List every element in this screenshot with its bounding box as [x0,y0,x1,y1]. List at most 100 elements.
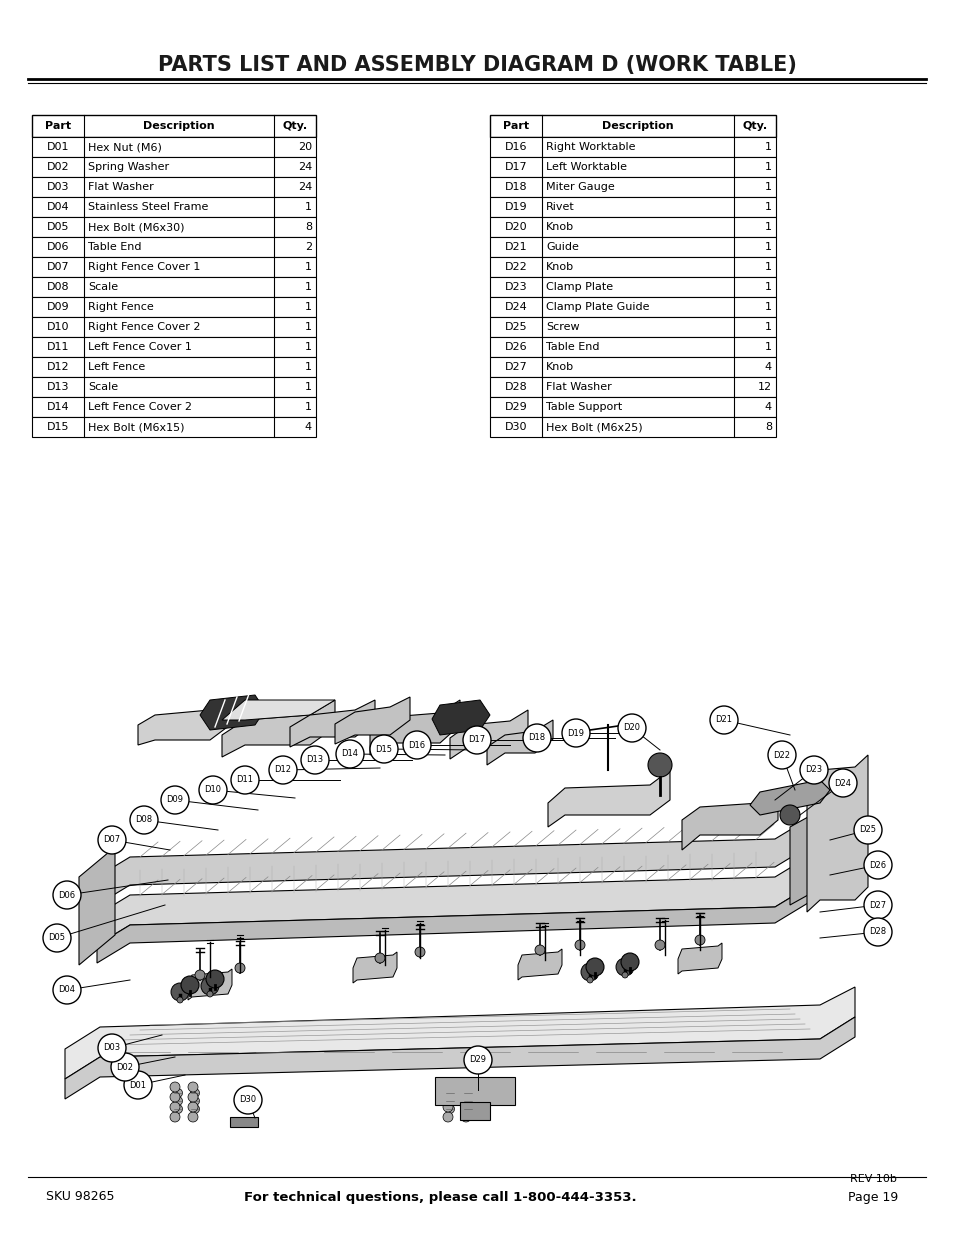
Polygon shape [200,695,265,730]
Bar [32,237,315,257]
Text: D04: D04 [47,203,70,212]
Text: D22: D22 [504,262,527,272]
Circle shape [863,851,891,879]
Polygon shape [681,790,778,850]
Circle shape [780,805,800,825]
Polygon shape [79,847,115,965]
Bar [32,115,315,137]
Circle shape [194,969,205,981]
Bar [32,137,315,157]
Text: 1: 1 [305,342,312,352]
Circle shape [53,976,81,1004]
Text: 1: 1 [305,382,312,391]
Text: Clamp Plate Guide: Clamp Plate Guide [545,303,649,312]
Circle shape [463,1097,472,1105]
Bar [490,115,775,137]
Circle shape [767,741,795,769]
Text: Clamp Plate: Clamp Plate [545,282,613,291]
Text: D18: D18 [504,182,527,191]
Text: Knob: Knob [545,362,574,372]
Text: Description: Description [601,121,673,131]
Text: D12: D12 [47,362,70,372]
Circle shape [709,706,738,734]
Text: D08: D08 [135,815,152,825]
Bar [32,357,315,377]
Text: Page 19: Page 19 [847,1191,897,1203]
Text: Right Fence: Right Fence [88,303,153,312]
Circle shape [207,990,213,997]
Polygon shape [749,781,829,815]
Polygon shape [432,700,490,735]
Polygon shape [65,1016,854,1099]
Circle shape [170,1092,180,1102]
Text: PARTS LIST AND ASSEMBLY DIAGRAM D (WORK TABLE): PARTS LIST AND ASSEMBLY DIAGRAM D (WORK … [157,56,796,75]
Text: Spring Washer: Spring Washer [88,162,169,172]
Circle shape [173,1104,182,1114]
Circle shape [442,1112,453,1123]
Text: Left Worktable: Left Worktable [545,162,626,172]
Text: Table End: Table End [545,342,598,352]
Text: 1: 1 [764,203,771,212]
Text: 1: 1 [764,142,771,152]
Text: D07: D07 [103,836,120,845]
Circle shape [171,983,189,1002]
Text: D09: D09 [47,303,70,312]
Circle shape [695,935,704,945]
Bar [490,296,775,317]
Circle shape [98,1034,126,1062]
Text: D09: D09 [167,795,183,804]
Circle shape [111,1053,139,1081]
Text: D27: D27 [868,900,885,909]
Text: Guide: Guide [545,242,578,252]
Text: D21: D21 [715,715,732,725]
Text: D14: D14 [341,750,358,758]
Bar [490,417,775,437]
Text: 1: 1 [305,403,312,412]
Text: 1: 1 [764,162,771,172]
Circle shape [620,953,639,971]
Text: SKU 98265: SKU 98265 [46,1191,114,1203]
Text: 1: 1 [764,303,771,312]
Circle shape [124,1071,152,1099]
Text: D28: D28 [868,927,885,936]
Text: D17: D17 [504,162,527,172]
Text: D16: D16 [504,142,527,152]
Circle shape [201,977,219,995]
Text: D28: D28 [504,382,527,391]
Circle shape [655,940,664,950]
Text: 4: 4 [305,422,312,432]
Text: D22: D22 [773,751,790,760]
Text: Left Fence Cover 2: Left Fence Cover 2 [88,403,192,412]
Text: D18: D18 [528,734,545,742]
Bar [490,198,775,217]
Circle shape [828,769,856,797]
Text: D06: D06 [47,242,70,252]
Text: D01: D01 [130,1081,147,1089]
Circle shape [231,766,258,794]
Circle shape [199,776,227,804]
Circle shape [445,1104,454,1114]
Bar [32,317,315,337]
Polygon shape [65,987,854,1079]
Text: Table Support: Table Support [545,403,621,412]
Text: D20: D20 [504,222,527,232]
Circle shape [173,1088,182,1098]
Circle shape [442,1082,453,1092]
Bar [32,177,315,198]
Text: D20: D20 [623,724,639,732]
Polygon shape [97,857,807,945]
Text: 1: 1 [764,342,771,352]
Circle shape [853,816,882,844]
Bar [490,237,775,257]
Bar [490,377,775,396]
Bar [32,417,315,437]
Text: 2: 2 [305,242,312,252]
Circle shape [177,997,183,1003]
Circle shape [460,1102,471,1112]
Circle shape [586,977,593,983]
Text: Right Fence Cover 2: Right Fence Cover 2 [88,322,200,332]
Text: 8: 8 [305,222,312,232]
Text: 1: 1 [305,262,312,272]
Text: D11: D11 [236,776,253,784]
Text: D06: D06 [58,890,75,899]
